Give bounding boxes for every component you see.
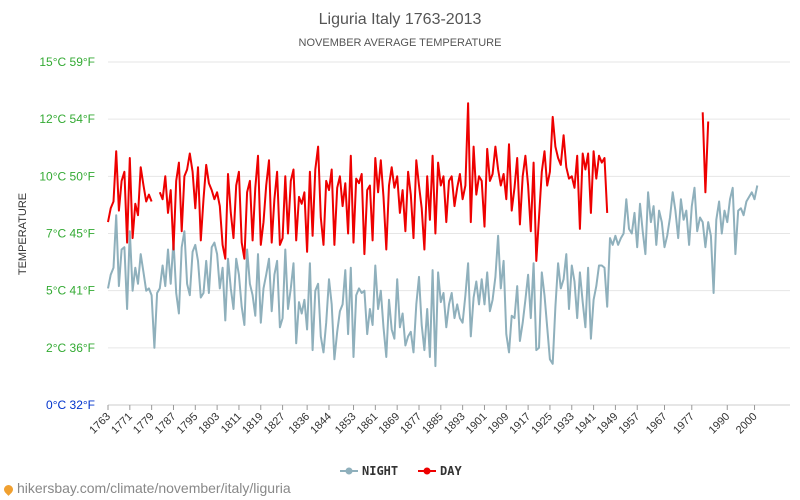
legend[interactable]: NIGHT DAY [340, 464, 462, 478]
x-tick-label: 1977 [671, 411, 697, 437]
x-tick-label: 2000 [734, 411, 760, 437]
legend-label: DAY [440, 464, 462, 478]
x-tick-label: 1957 [617, 411, 643, 437]
x-tick-label: 1853 [333, 411, 359, 437]
x-tick-label: 1990 [707, 411, 733, 437]
series-line-day [701, 112, 710, 194]
chart-subtitle: NOVEMBER AVERAGE TEMPERATURE [299, 37, 502, 49]
x-tick-label: 1893 [442, 411, 468, 437]
x-tick-label: 1917 [507, 411, 533, 437]
legend-marker [345, 467, 353, 475]
legend-marker [423, 467, 431, 475]
x-tick-label: 1901 [464, 411, 490, 437]
location-pin-icon [2, 482, 15, 496]
x-tick-label: 1836 [286, 411, 312, 437]
x-tick-label: 1925 [529, 411, 555, 437]
legend-item-day[interactable]: DAY [418, 464, 462, 478]
source-url[interactable]: hikersbay.com/climate/november/italy/lig… [17, 480, 291, 496]
x-tick-label: 1933 [551, 411, 577, 437]
y-tick-label: 7°C 45°F [46, 227, 95, 241]
y-axis-label: TEMPERATURE [17, 193, 29, 275]
legend-label: NIGHT [362, 464, 398, 478]
x-tick-label: 1967 [644, 411, 670, 437]
x-tick-label: 1779 [131, 411, 157, 437]
chart-title: Liguria Italy 1763-2013 [319, 11, 482, 28]
series-line-night [107, 185, 759, 368]
x-tick-label: 1811 [219, 411, 244, 436]
y-tick-label: 0°C 32°F [46, 398, 95, 412]
y-tick-label: 10°C 50°F [39, 169, 95, 183]
x-tick-label: 1795 [175, 411, 201, 437]
series-line-day [158, 102, 609, 262]
series-line-day [107, 150, 153, 244]
y-tick-label: 5°C 41°F [46, 284, 95, 298]
source-footer[interactable]: hikersbay.com/climate/november/italy/lig… [2, 480, 291, 496]
x-tick-label: 1909 [486, 411, 512, 437]
x-tick-label: 1941 [573, 411, 599, 437]
x-tick-label: 1819 [240, 411, 266, 437]
x-ticks: 1763177117791787179518031811181918271836… [87, 404, 790, 437]
x-tick-label: 1869 [376, 411, 402, 437]
legend-item-night[interactable]: NIGHT [340, 464, 398, 478]
x-tick-label: 1885 [420, 411, 446, 437]
x-tick-label: 1771 [109, 411, 135, 437]
x-tick-label: 1877 [398, 411, 424, 437]
x-tick-label: 1787 [153, 411, 179, 437]
x-tick-label: 1844 [308, 411, 334, 437]
y-tick-label: 12°C 54°F [39, 112, 95, 126]
x-tick-label: 1949 [595, 411, 621, 437]
y-tick-label: 15°C 59°F [39, 55, 95, 69]
x-tick-label: 1861 [355, 411, 381, 437]
y-ticks: 0°C 32°F 2°C 36°F 5°C 41°F 7°C 45°F 10°C 50°… [39, 55, 95, 412]
x-tick-label: 1803 [196, 411, 222, 437]
series [107, 102, 759, 368]
x-tick-label: 1763 [87, 411, 113, 437]
x-tick-label: 1827 [262, 411, 288, 437]
y-tick-label: 2°C 36°F [46, 341, 95, 355]
